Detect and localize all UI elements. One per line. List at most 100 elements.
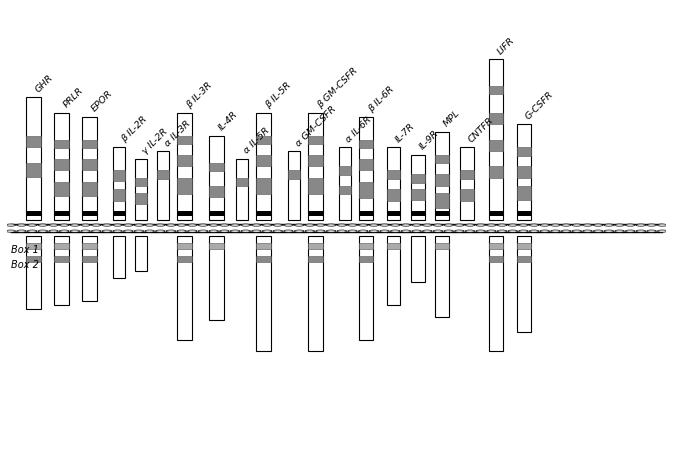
Ellipse shape [326, 224, 336, 226]
Ellipse shape [390, 224, 400, 226]
Bar [177, 243, 192, 249]
Bar [236, 159, 248, 220]
Text: EPOR: EPOR [90, 89, 114, 114]
Bar [157, 170, 169, 179]
Bar [82, 139, 97, 148]
Bar [82, 243, 97, 249]
Text: LIFR: LIFR [496, 35, 516, 56]
Bar [489, 236, 503, 351]
Ellipse shape [390, 230, 400, 232]
Ellipse shape [465, 230, 475, 232]
Ellipse shape [48, 230, 59, 232]
Bar [55, 256, 69, 262]
Ellipse shape [102, 230, 112, 232]
Bar [460, 147, 474, 220]
Ellipse shape [230, 230, 240, 232]
Ellipse shape [412, 230, 421, 232]
Bar [517, 211, 531, 216]
Bar [177, 236, 192, 340]
Text: IL-7R: IL-7R [394, 121, 417, 144]
Bar [209, 236, 224, 321]
Text: Box 1: Box 1 [11, 245, 38, 255]
Ellipse shape [219, 230, 229, 232]
Ellipse shape [305, 230, 314, 232]
Bar [308, 155, 323, 167]
Bar [435, 211, 449, 216]
Bar [55, 159, 69, 170]
Ellipse shape [6, 224, 15, 226]
Bar [411, 174, 425, 183]
Bar [489, 59, 503, 220]
Ellipse shape [230, 224, 240, 226]
Ellipse shape [273, 224, 283, 226]
Ellipse shape [81, 224, 90, 226]
Bar [55, 139, 69, 148]
Bar [209, 243, 224, 249]
Text: IL-4R: IL-4R [217, 110, 240, 133]
Bar [387, 243, 400, 249]
Ellipse shape [412, 224, 421, 226]
Bar [256, 178, 271, 194]
Text: γ IL-2R: γ IL-2R [141, 127, 170, 156]
Bar [26, 136, 40, 147]
Bar [359, 256, 374, 262]
Ellipse shape [188, 224, 197, 226]
Ellipse shape [658, 230, 667, 232]
Bar [435, 155, 449, 163]
Bar [517, 186, 531, 200]
Ellipse shape [262, 230, 272, 232]
Ellipse shape [508, 224, 518, 226]
Ellipse shape [572, 230, 581, 232]
Bar [359, 159, 374, 170]
Bar [82, 256, 97, 262]
Ellipse shape [594, 224, 603, 226]
Ellipse shape [614, 224, 625, 226]
Ellipse shape [540, 224, 550, 226]
Text: β IL-3R: β IL-3R [184, 80, 214, 110]
Bar [411, 236, 425, 282]
Ellipse shape [102, 224, 112, 226]
Ellipse shape [38, 230, 48, 232]
Bar [411, 155, 425, 220]
Ellipse shape [241, 224, 250, 226]
Bar [489, 86, 503, 94]
Ellipse shape [337, 230, 347, 232]
Text: CNTFR: CNTFR [467, 115, 495, 144]
Text: β IL-5R: β IL-5R [263, 80, 293, 110]
Bar [82, 117, 97, 220]
Bar [157, 151, 169, 220]
Bar [26, 243, 40, 249]
Bar [113, 211, 125, 216]
Ellipse shape [155, 230, 165, 232]
Bar [209, 186, 224, 197]
Bar [308, 256, 323, 262]
Ellipse shape [444, 224, 454, 226]
Ellipse shape [219, 224, 229, 226]
Ellipse shape [198, 230, 208, 232]
Bar [387, 189, 400, 201]
Ellipse shape [59, 230, 69, 232]
Ellipse shape [294, 224, 304, 226]
Bar [460, 170, 474, 179]
Ellipse shape [348, 230, 357, 232]
Bar [308, 136, 323, 144]
Ellipse shape [134, 230, 144, 232]
Bar [308, 211, 323, 216]
Ellipse shape [614, 230, 625, 232]
Ellipse shape [465, 224, 475, 226]
Bar [177, 136, 192, 144]
Ellipse shape [380, 230, 390, 232]
Bar [82, 211, 97, 216]
Ellipse shape [113, 224, 122, 226]
Text: Box 2: Box 2 [11, 260, 38, 270]
Ellipse shape [497, 230, 507, 232]
Ellipse shape [134, 224, 144, 226]
Bar [135, 193, 147, 204]
Ellipse shape [561, 224, 571, 226]
Ellipse shape [28, 230, 37, 232]
Bar [256, 155, 271, 167]
Bar [359, 182, 374, 198]
Ellipse shape [273, 230, 283, 232]
Bar [256, 211, 271, 216]
Ellipse shape [348, 224, 357, 226]
